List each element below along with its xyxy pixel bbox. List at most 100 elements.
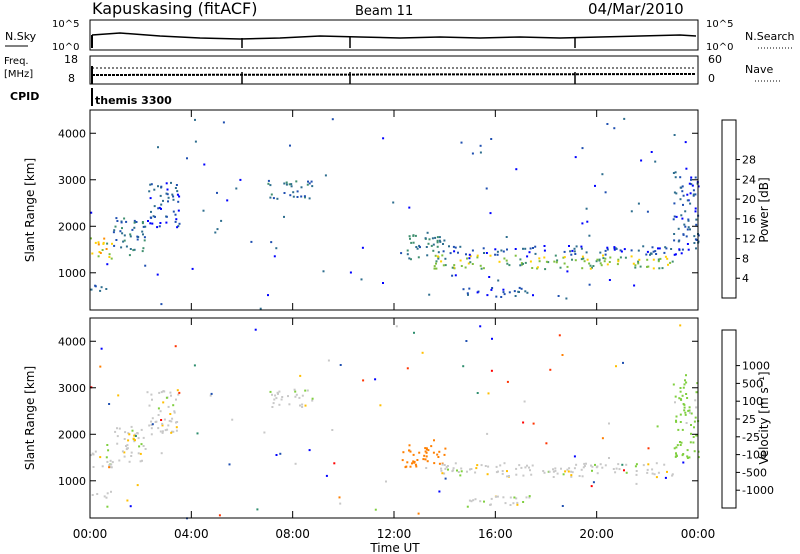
data-cell — [561, 354, 564, 356]
data-cell — [416, 247, 419, 250]
power-marks — [90, 117, 700, 310]
data-cell — [638, 258, 641, 261]
data-cell — [672, 218, 675, 221]
data-cell — [170, 431, 173, 434]
data-cell — [590, 485, 593, 488]
data-cell — [424, 450, 427, 453]
data-cell — [109, 466, 112, 469]
data-cell — [637, 202, 640, 205]
data-cell — [621, 463, 624, 466]
data-cell — [441, 463, 444, 466]
data-cell — [534, 252, 537, 255]
data-cell — [436, 245, 439, 248]
data-cell — [99, 456, 102, 459]
data-cell — [117, 394, 120, 397]
data-cell — [457, 471, 460, 473]
data-cell — [150, 420, 153, 423]
data-cell — [664, 476, 667, 479]
data-cell — [663, 463, 666, 466]
data-cell — [275, 247, 278, 250]
data-cell — [575, 245, 578, 248]
data-cell — [590, 464, 592, 467]
data-cell — [222, 121, 225, 124]
data-cell — [619, 249, 622, 252]
data-cell — [471, 152, 474, 155]
colorbar-tick-label: 4 — [742, 272, 749, 285]
noise-right-tick-top: 10^5 — [706, 19, 733, 30]
data-cell — [288, 403, 291, 406]
data-cell — [687, 248, 690, 251]
data-cell — [94, 450, 97, 453]
data-cell — [412, 460, 415, 463]
data-cell — [406, 367, 409, 370]
data-cell — [154, 421, 157, 423]
data-cell — [440, 260, 443, 263]
data-cell — [150, 423, 153, 426]
colorbar-tick-label: 500 — [742, 377, 763, 390]
data-cell — [300, 195, 303, 198]
data-cell — [486, 432, 489, 435]
data-cell — [290, 183, 293, 186]
data-cell — [688, 406, 691, 409]
data-cell — [637, 262, 640, 265]
data-cell — [102, 241, 105, 244]
data-cell — [514, 295, 517, 297]
data-cell — [414, 463, 417, 466]
data-cell — [678, 248, 681, 251]
data-cell — [488, 276, 491, 278]
data-cell — [503, 462, 506, 465]
data-cell — [490, 497, 493, 500]
data-cell — [690, 412, 693, 415]
data-cell — [659, 257, 662, 260]
data-cell — [116, 435, 119, 438]
data-cell — [415, 246, 418, 248]
data-cell — [666, 470, 668, 473]
data-cell — [556, 259, 559, 262]
data-cell — [125, 445, 127, 447]
data-cell — [694, 399, 697, 402]
data-cell — [226, 199, 229, 202]
data-cell — [162, 199, 164, 202]
data-cell — [606, 248, 609, 251]
data-cell — [177, 225, 180, 228]
power-panel-frame — [89, 109, 699, 311]
data-cell — [157, 414, 160, 416]
data-cell — [694, 176, 697, 179]
data-cell — [494, 253, 497, 256]
data-cell — [581, 147, 584, 150]
freq-panel-frame — [89, 55, 699, 85]
data-cell — [529, 260, 532, 263]
data-cell — [157, 207, 160, 210]
data-cell — [116, 427, 118, 430]
data-cell — [682, 453, 685, 455]
data-cell — [428, 293, 431, 296]
data-cell — [568, 245, 570, 247]
data-cell — [433, 462, 436, 465]
data-cell — [136, 432, 139, 435]
data-cell — [142, 225, 145, 228]
data-cell — [176, 190, 179, 193]
data-cell — [304, 404, 307, 407]
data-cell — [646, 250, 649, 253]
data-cell — [652, 267, 655, 270]
data-cell — [436, 236, 439, 239]
data-cell — [663, 251, 666, 254]
data-cell — [306, 183, 309, 186]
data-cell — [220, 219, 223, 222]
data-cell — [563, 256, 566, 259]
data-cell — [679, 186, 682, 189]
data-cell — [565, 297, 568, 300]
data-cell — [97, 241, 100, 244]
data-cell — [697, 456, 700, 459]
data-cell — [522, 474, 525, 477]
data-cell — [278, 403, 281, 406]
data-cell — [137, 437, 140, 440]
data-cell — [107, 449, 110, 452]
data-cell — [294, 395, 297, 398]
data-cell — [454, 274, 457, 277]
noise-tick-top: 10^5 — [52, 19, 79, 30]
data-cell — [437, 456, 440, 458]
data-cell — [695, 434, 698, 437]
data-cell — [647, 463, 650, 466]
data-cell — [130, 455, 133, 457]
